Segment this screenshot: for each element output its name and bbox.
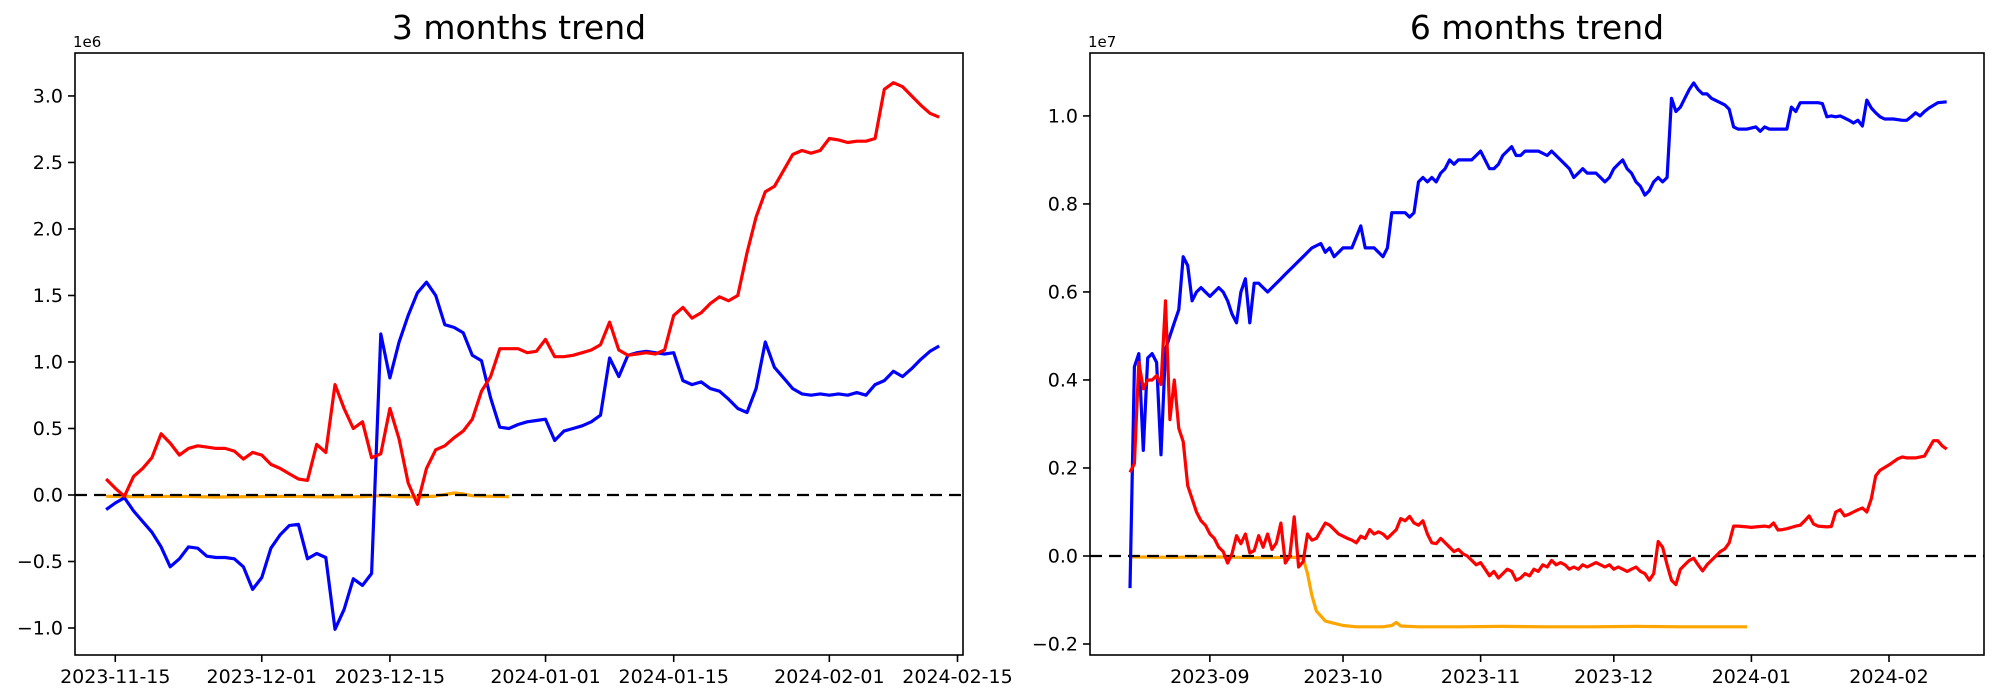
y-tick-label: 2.5: [33, 152, 63, 174]
y-tick-label: 0.2: [1048, 457, 1078, 479]
x-tick-label: 2024-02: [1849, 666, 1928, 688]
x-tick-label: 2024-01-15: [619, 666, 729, 688]
series-line-red: [104, 81, 940, 506]
y-tick-label: 0.0: [33, 484, 63, 506]
y-tick-label: 0.6: [1048, 281, 1078, 303]
chart-6-months-title: 6 months trend: [1410, 8, 1664, 47]
x-tick-label: 2023-11: [1441, 666, 1520, 688]
x-tick-label: 2023-09: [1170, 666, 1249, 688]
x-tick-label: 2024-02-01: [774, 666, 884, 688]
x-tick-label: 2023-12: [1574, 666, 1653, 688]
axes-frame: [1089, 52, 1985, 656]
chart-6-months-axes: 2023-09 2023-10 2023-11 2023-12 2024-01 2024-…: [1032, 52, 1985, 688]
y-tick-label: −0.2: [1032, 633, 1078, 655]
y-tick-label: 0.0: [1048, 545, 1078, 567]
x-tick-label: 2023-12-15: [335, 666, 445, 688]
y-tick-label: 0.4: [1048, 369, 1078, 391]
x-tick-label: 2023-12-01: [207, 666, 317, 688]
series-line-orange: [1129, 555, 1747, 629]
chart-6-months: 6 months trend 1e7 2023-09 2023-10 2023-11…: [1032, 8, 1985, 688]
chart-3-months-offset-label: 1e6: [73, 33, 101, 51]
y-tick-label: 2.0: [33, 218, 63, 240]
y-tick-label: 1.5: [33, 285, 63, 307]
y-tick-label: 3.0: [33, 85, 63, 107]
y-tick-label: −0.5: [17, 551, 63, 573]
x-tick-label: 2023-11-15: [60, 666, 170, 688]
chart-3-months-title: 3 months trend: [392, 8, 646, 47]
x-tick-label: 2024-02-15: [902, 666, 1012, 688]
chart-6-months-offset-label: 1e7: [1088, 33, 1116, 51]
chart-3-months: 3 months trend 1e6 2023-11-15 2023-12-01 2…: [17, 8, 1013, 688]
y-tick-label: −1.0: [17, 617, 63, 639]
x-tick-label: 2024-01-01: [490, 666, 600, 688]
y-tick-label: 0.5: [33, 418, 63, 440]
chart-3-months-axes: 2023-11-15 2023-12-01 2023-12-15 2024-01-01…: [17, 52, 1013, 688]
series-line-blue: [105, 280, 940, 631]
y-tick-label: 1.0: [33, 351, 63, 373]
series-line-red: [1128, 299, 1948, 587]
x-tick-label: 2024-01: [1712, 666, 1791, 688]
x-tick-label: 2023-10: [1303, 666, 1382, 688]
axes-frame: [74, 52, 964, 656]
y-tick-label: 0.8: [1048, 193, 1078, 215]
y-tick-label: 1.0: [1048, 105, 1078, 127]
series-line-blue: [1128, 81, 1947, 589]
